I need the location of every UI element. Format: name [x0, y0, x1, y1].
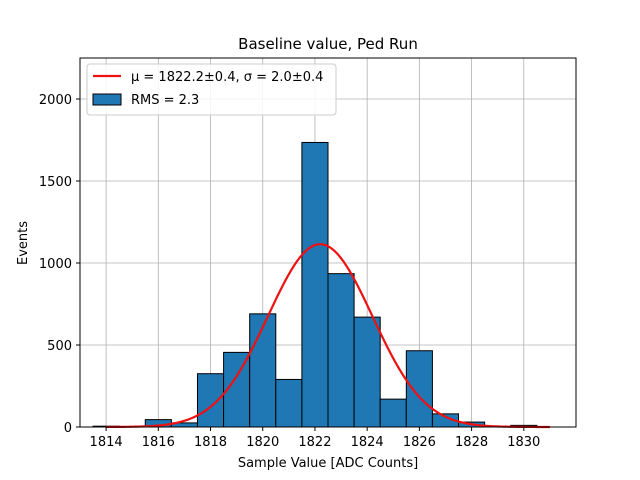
histogram-bar: [353, 316, 381, 428]
histogram-bar: [249, 313, 277, 428]
y-axis-label: Events: [16, 221, 31, 265]
x-tick-label: 1814: [90, 435, 123, 450]
legend-histogram-label: RMS = 2.3: [131, 93, 199, 108]
legend: μ = 1822.2±0.4, σ = 2.0±0.4 RMS = 2.3: [86, 63, 337, 116]
x-axis-ticks: 1814 1816 1818 1820 1822 1824 1826 1828 1830: [90, 427, 540, 450]
y-tick-label: 1000: [39, 257, 72, 272]
histogram-bar: [196, 373, 225, 428]
x-tick-label: 1824: [351, 435, 384, 450]
histogram-bar: [379, 398, 407, 428]
y-tick-label: 0: [64, 421, 72, 436]
histogram-bar: [301, 141, 329, 428]
x-tick-label: 1820: [246, 435, 279, 450]
x-tick-label: 1826: [403, 435, 436, 450]
y-axis-ticks: 0 500 1000 1500 2000: [39, 93, 80, 436]
legend-histogram-swatch: [92, 93, 122, 106]
y-tick-label: 1500: [39, 175, 72, 190]
plot-frame: [79, 57, 577, 428]
histogram-bar: [275, 378, 303, 428]
histogram-bars: [92, 141, 538, 428]
y-tick-label: 2000: [39, 93, 72, 108]
x-axis-label: Sample Value [ADC Counts]: [238, 456, 418, 471]
y-tick-label: 500: [47, 339, 72, 354]
legend-box: [86, 63, 337, 116]
legend-fit-label: μ = 1822.2±0.4, σ = 2.0±0.4: [131, 70, 323, 85]
x-tick-label: 1828: [455, 435, 488, 450]
histogram-bar: [405, 350, 433, 428]
x-tick-label: 1822: [298, 435, 331, 450]
x-tick-label: 1818: [194, 435, 227, 450]
gaussian-fit-curve: [106, 243, 550, 429]
chart-title: Baseline value, Ped Run: [238, 35, 418, 53]
histogram-bar: [327, 273, 355, 428]
x-tick-label: 1816: [142, 435, 175, 450]
x-tick-label: 1830: [507, 435, 540, 450]
